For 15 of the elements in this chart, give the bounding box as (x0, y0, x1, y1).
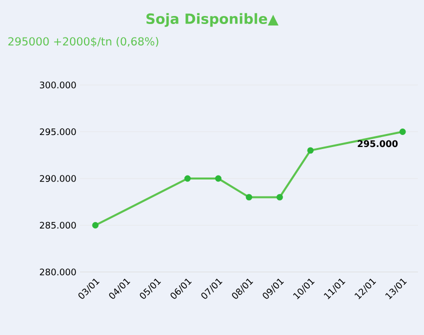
point (92, 222, 99, 228)
y-tick-label: 290.000 (40, 175, 76, 182)
point (184, 175, 191, 182)
y-tick-label: 285.000 (40, 222, 76, 229)
point (399, 128, 406, 135)
y-tick-label: 300.000 (40, 82, 76, 88)
point (246, 194, 252, 200)
annotation: 295.000 (358, 140, 398, 148)
point (307, 147, 314, 154)
point (276, 194, 283, 200)
chart-subtitle: 295000 +2000$/tn (0,68%) (8, 37, 158, 47)
chart-title: Soja Disponible▲ (146, 13, 278, 27)
y-tick-label: 295.000 (40, 128, 76, 136)
point (215, 175, 222, 182)
y-tick-label: 280.000 (40, 268, 76, 276)
